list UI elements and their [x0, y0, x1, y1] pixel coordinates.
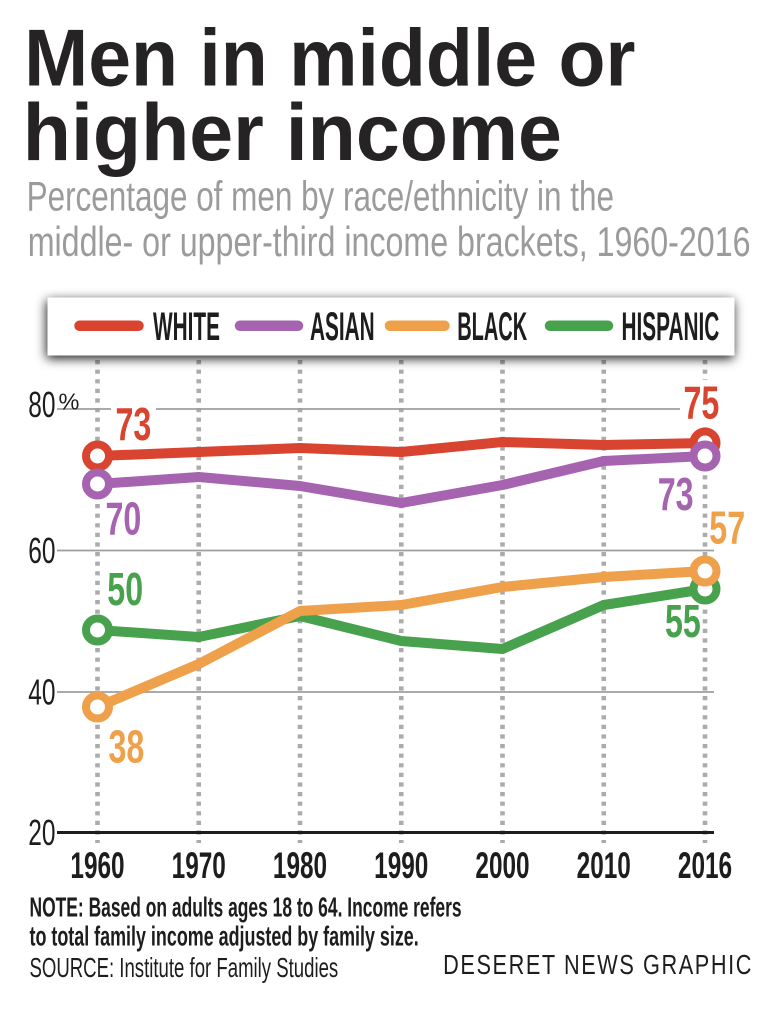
svg-text:to total family income adjuste: to total family income adjusted by famil…	[30, 920, 419, 951]
svg-text:20: 20	[28, 812, 55, 853]
svg-text:57: 57	[709, 503, 745, 554]
svg-text:%: %	[59, 389, 80, 415]
svg-text:higher income: higher income	[23, 87, 562, 177]
svg-text:HISPANIC: HISPANIC	[622, 304, 720, 349]
svg-text:55: 55	[665, 596, 701, 647]
svg-text:Percentage of men by race/ethn: Percentage of men by race/ethnicity in t…	[27, 173, 614, 219]
svg-text:1960: 1960	[70, 844, 124, 887]
svg-text:1990: 1990	[374, 844, 428, 887]
svg-text:2000: 2000	[475, 844, 529, 887]
svg-text:50: 50	[107, 565, 143, 616]
svg-text:70: 70	[106, 494, 142, 545]
svg-text:1980: 1980	[273, 844, 327, 887]
svg-text:60: 60	[28, 530, 55, 571]
svg-text:73: 73	[116, 399, 152, 450]
svg-text:1970: 1970	[172, 844, 226, 887]
svg-text:ASIAN: ASIAN	[310, 304, 375, 349]
svg-text:75: 75	[684, 378, 720, 429]
svg-text:80: 80	[28, 384, 55, 425]
svg-text:73: 73	[658, 469, 694, 520]
svg-text:SOURCE: Institute for Family S: SOURCE: Institute for Family Studies	[30, 952, 339, 984]
svg-text:WHITE: WHITE	[153, 304, 220, 349]
svg-text:NOTE: Based on adults ages 18: NOTE: Based on adults ages 18 to 64. Inc…	[30, 891, 462, 922]
svg-text:middle- or upper-third income: middle- or upper-third income brackets, …	[28, 218, 751, 265]
svg-text:40: 40	[28, 672, 55, 713]
svg-text:38: 38	[109, 722, 145, 773]
svg-text:DESERET NEWS GRAPHIC: DESERET NEWS GRAPHIC	[443, 951, 753, 981]
svg-text:Men in middle or: Men in middle or	[24, 13, 635, 103]
svg-text:2010: 2010	[577, 844, 631, 887]
svg-text:2016: 2016	[678, 844, 732, 887]
svg-text:BLACK: BLACK	[457, 303, 527, 349]
